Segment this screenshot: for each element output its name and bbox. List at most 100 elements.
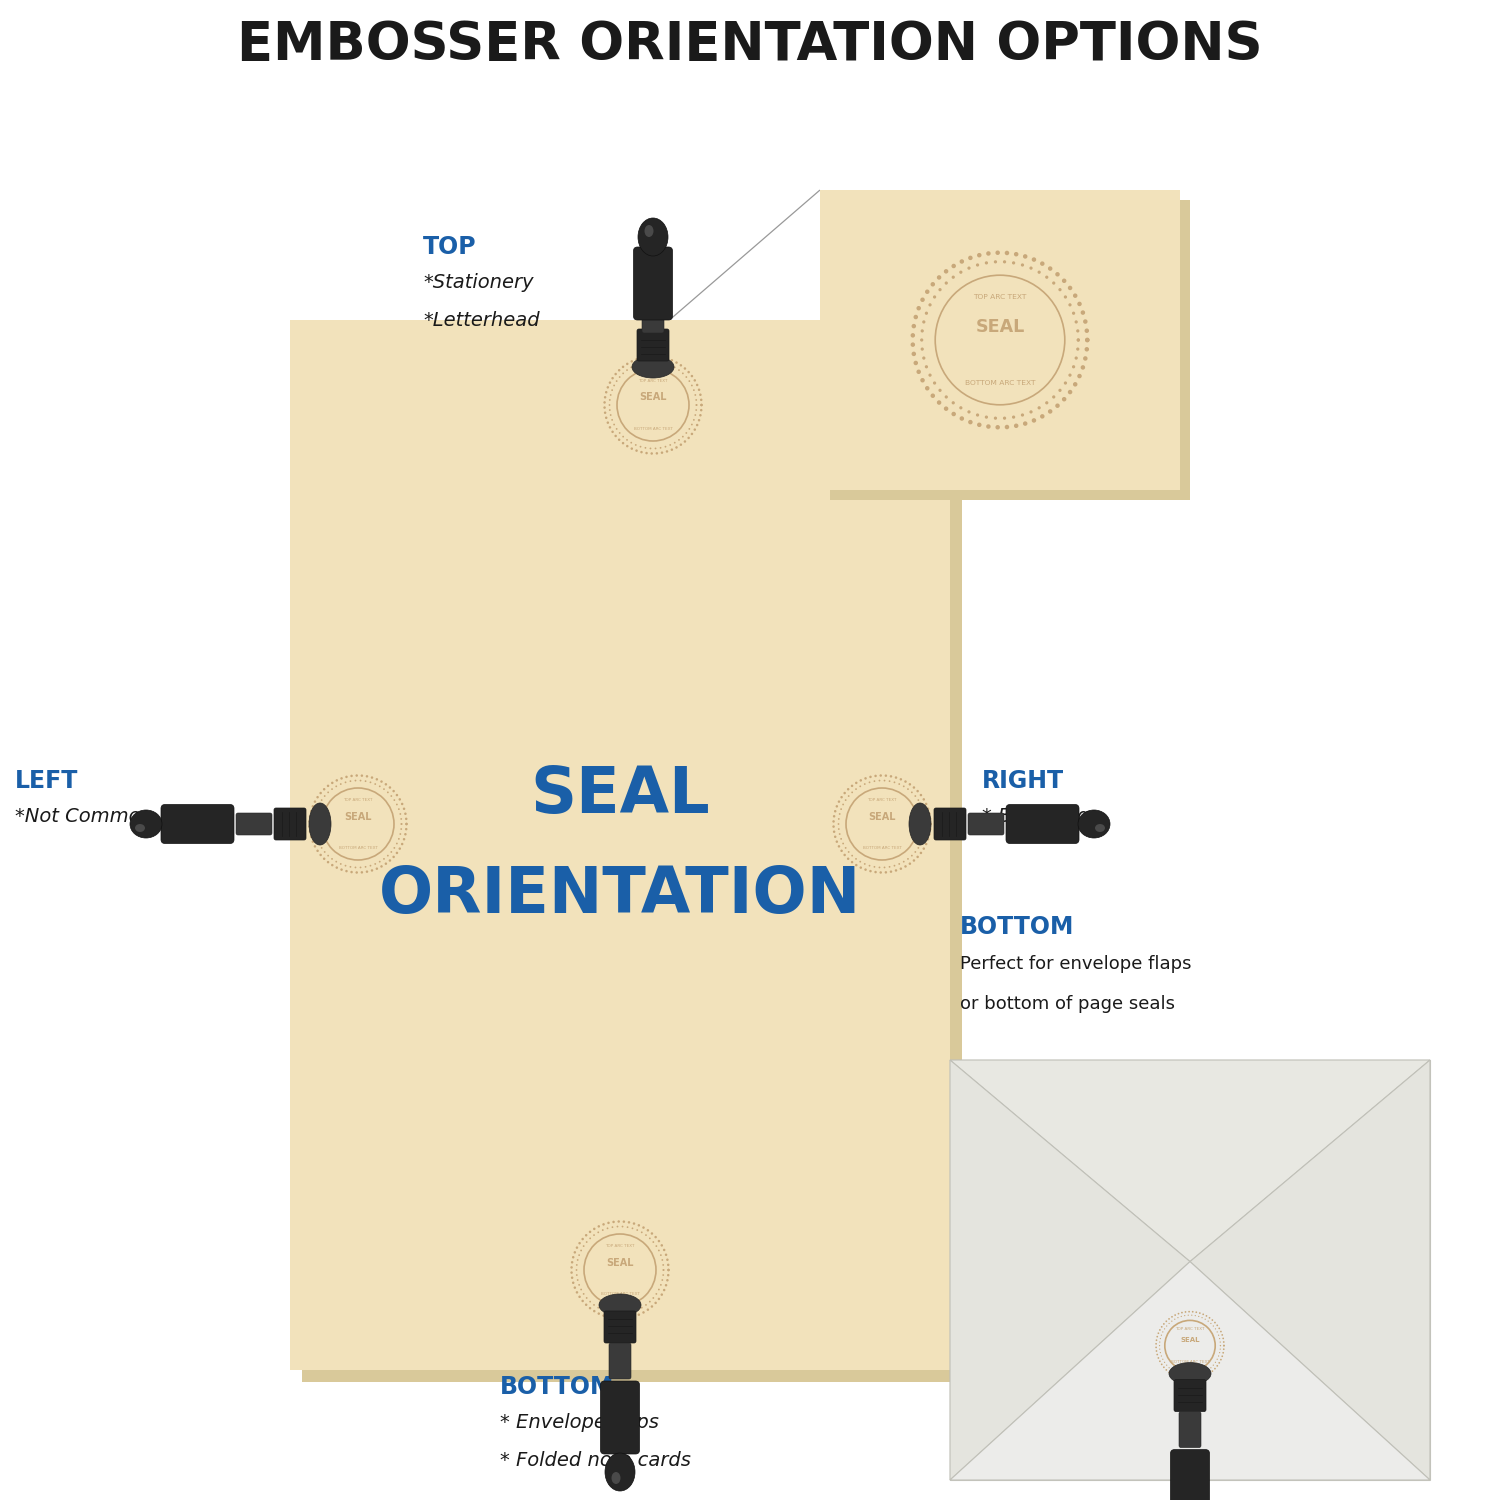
Circle shape [1216, 1365, 1218, 1366]
Circle shape [627, 1317, 630, 1318]
Circle shape [578, 1258, 579, 1262]
Circle shape [1029, 411, 1032, 414]
Circle shape [636, 450, 638, 452]
Circle shape [1185, 1378, 1186, 1380]
Circle shape [687, 370, 690, 374]
Circle shape [1046, 276, 1048, 279]
Circle shape [859, 861, 861, 862]
Text: EMBOSSER ORIENTATION OPTIONS: EMBOSSER ORIENTATION OPTIONS [237, 20, 1263, 70]
Circle shape [578, 1254, 580, 1256]
Circle shape [1166, 1320, 1167, 1322]
Circle shape [693, 388, 694, 392]
Circle shape [585, 1234, 588, 1236]
Circle shape [696, 399, 698, 400]
Circle shape [1220, 1330, 1222, 1332]
Circle shape [327, 784, 330, 788]
Circle shape [684, 440, 686, 442]
Circle shape [1198, 1312, 1200, 1314]
Circle shape [698, 419, 700, 422]
Circle shape [855, 864, 858, 867]
Circle shape [336, 867, 338, 868]
Circle shape [699, 393, 702, 396]
Circle shape [922, 847, 926, 850]
Circle shape [1014, 252, 1019, 257]
Circle shape [393, 790, 394, 792]
Circle shape [920, 339, 924, 342]
Circle shape [837, 824, 840, 825]
Circle shape [404, 839, 405, 840]
Circle shape [638, 1224, 640, 1227]
Circle shape [926, 290, 930, 294]
FancyBboxPatch shape [934, 808, 966, 840]
Circle shape [612, 1221, 615, 1222]
Circle shape [609, 426, 610, 429]
FancyBboxPatch shape [609, 1342, 631, 1378]
Circle shape [366, 870, 368, 873]
Circle shape [369, 865, 372, 867]
Circle shape [1155, 1342, 1156, 1344]
Circle shape [1076, 330, 1080, 333]
Circle shape [669, 364, 670, 366]
Circle shape [1192, 1378, 1194, 1380]
Circle shape [310, 810, 312, 813]
Circle shape [615, 435, 616, 436]
Circle shape [351, 774, 352, 777]
Circle shape [888, 780, 891, 782]
Circle shape [656, 1293, 657, 1294]
Circle shape [616, 1226, 618, 1227]
Circle shape [1048, 410, 1053, 414]
Circle shape [1004, 417, 1007, 420]
FancyBboxPatch shape [968, 813, 1004, 836]
Circle shape [614, 423, 615, 426]
Circle shape [612, 1227, 614, 1228]
Circle shape [1077, 374, 1082, 378]
Circle shape [321, 800, 322, 801]
Circle shape [855, 782, 858, 784]
Circle shape [630, 366, 632, 368]
Circle shape [933, 296, 936, 298]
Circle shape [570, 1266, 573, 1269]
Circle shape [399, 833, 400, 836]
Circle shape [930, 393, 934, 398]
Circle shape [360, 780, 362, 782]
Circle shape [1038, 270, 1041, 274]
Circle shape [375, 778, 378, 780]
Circle shape [340, 868, 344, 871]
Circle shape [356, 871, 358, 873]
Circle shape [986, 261, 988, 264]
Circle shape [590, 1306, 591, 1310]
Circle shape [920, 843, 922, 844]
Circle shape [874, 871, 878, 873]
Circle shape [318, 843, 320, 844]
Circle shape [1068, 390, 1072, 394]
Circle shape [576, 1264, 578, 1266]
FancyBboxPatch shape [642, 294, 664, 333]
Circle shape [354, 867, 357, 868]
Circle shape [994, 260, 998, 264]
Circle shape [1052, 282, 1056, 285]
Circle shape [884, 780, 885, 782]
Circle shape [382, 788, 386, 790]
Circle shape [994, 417, 998, 420]
Circle shape [968, 267, 970, 270]
Circle shape [1022, 414, 1025, 417]
Circle shape [1174, 1376, 1176, 1377]
Text: * Envelope flaps: * Envelope flaps [500, 1413, 658, 1432]
Text: ORIENTATION: ORIENTATION [380, 864, 861, 926]
Circle shape [916, 369, 921, 374]
Circle shape [1077, 302, 1082, 306]
Circle shape [592, 1227, 596, 1230]
Circle shape [688, 427, 690, 430]
FancyBboxPatch shape [950, 1060, 1430, 1480]
Circle shape [1062, 279, 1066, 284]
Circle shape [315, 813, 316, 814]
Circle shape [1218, 1362, 1219, 1364]
Circle shape [636, 1228, 638, 1232]
Circle shape [868, 865, 870, 867]
Circle shape [1206, 1316, 1208, 1317]
Circle shape [922, 321, 926, 324]
Circle shape [627, 1227, 628, 1228]
Circle shape [1222, 1338, 1224, 1340]
Circle shape [400, 802, 404, 806]
Circle shape [833, 815, 836, 818]
